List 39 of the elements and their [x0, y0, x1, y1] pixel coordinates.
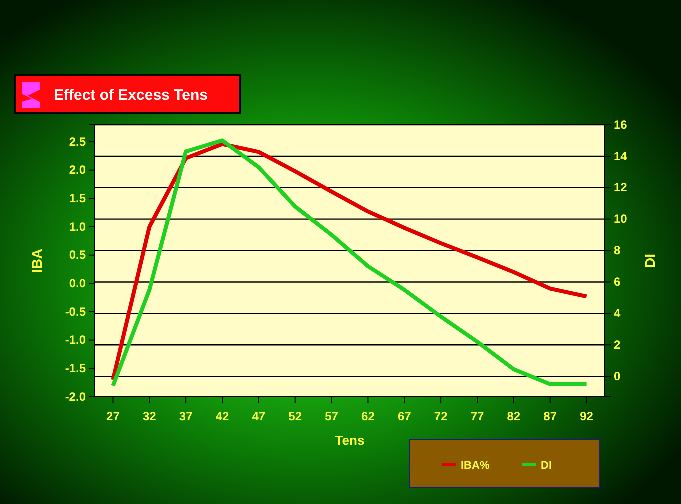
- y2-tick-label: 16: [614, 118, 628, 132]
- x-tick-label: 27: [106, 409, 120, 424]
- y-tick-label: 1.0: [69, 220, 86, 234]
- y2-tick-label: 2: [614, 338, 621, 352]
- y-tick-label: -1.5: [65, 362, 86, 376]
- y2-tick-label: 8: [614, 244, 621, 258]
- x-tick-label: 92: [580, 409, 594, 424]
- y2-axis-title: DI: [642, 254, 658, 268]
- x-tick-label: 77: [470, 409, 484, 424]
- x-tick-label: 82: [507, 409, 521, 424]
- x-tick-label: 87: [544, 409, 558, 424]
- legend-label: DI: [541, 460, 552, 472]
- y-tick-label: 1.5: [69, 192, 86, 206]
- y2-tick-label: 12: [614, 180, 628, 195]
- x-tick-label: 72: [434, 409, 448, 424]
- x-tick-label: 67: [398, 409, 412, 424]
- x-tick-label: 42: [216, 409, 230, 424]
- y2-tick-label: 0: [614, 369, 621, 384]
- y-tick-label: -0.5: [65, 304, 86, 319]
- x-tick-label: 37: [179, 409, 194, 424]
- y-tick-label: 0.0: [69, 276, 86, 291]
- y-axis-title: IBA: [29, 248, 45, 274]
- y-tick-label: 2.5: [69, 134, 86, 149]
- y2-tick-label: 6: [614, 275, 621, 290]
- y-tick-label: 2.0: [69, 163, 86, 178]
- y-tick-label: 0.5: [69, 248, 86, 262]
- x-axis-title: Tens: [335, 433, 365, 448]
- legend-label: IBA%: [461, 460, 490, 472]
- y2-tick-label: 14: [614, 149, 628, 164]
- x-tick-label: 62: [362, 409, 376, 424]
- x-tick-label: 57: [325, 409, 339, 424]
- y-tick-label: -1.0: [65, 333, 86, 348]
- y-tick-label: -2.0: [65, 390, 86, 404]
- x-tick-label: 52: [288, 409, 302, 424]
- y2-tick-label: 4: [614, 306, 621, 321]
- y2-tick-label: 10: [614, 212, 628, 226]
- chart-title: Effect of Excess Tens: [54, 87, 208, 104]
- x-tick-label: 32: [142, 409, 157, 424]
- x-tick-label: 47: [252, 409, 266, 424]
